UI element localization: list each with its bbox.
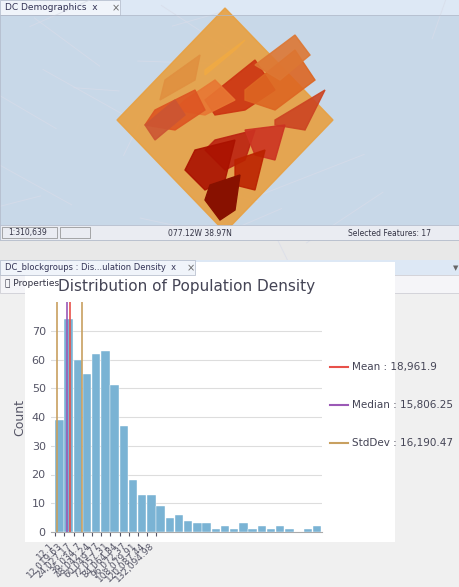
Bar [312,527,320,532]
Bar [0,260,459,275]
Bar [303,529,311,532]
Bar [165,518,174,532]
Bar [248,529,256,532]
Polygon shape [205,130,254,170]
Text: ×: × [187,263,195,273]
Bar [60,227,90,238]
Bar [211,529,219,532]
Polygon shape [235,150,264,190]
Bar [275,527,284,532]
Bar [110,386,118,532]
Bar [83,374,91,532]
Bar [0,15,459,240]
Polygon shape [145,100,185,140]
Polygon shape [245,50,314,110]
Text: StdDev : 16,190.47: StdDev : 16,190.47 [351,438,452,448]
Bar [156,506,164,532]
Text: DC_blockgroups : Dis...ulation Density  x: DC_blockgroups : Dis...ulation Density x [5,264,176,272]
Bar [220,527,229,532]
Text: 1:310,639: 1:310,639 [8,228,47,238]
Bar [2,227,57,238]
Text: Selected Features: 17: Selected Features: 17 [348,228,431,238]
Bar [174,515,183,532]
Polygon shape [205,40,245,75]
Bar [184,521,192,532]
Bar [0,0,459,15]
Bar [266,529,274,532]
Text: 077.12W 38.97N: 077.12W 38.97N [168,228,231,238]
Bar [239,524,247,532]
Bar [25,262,394,542]
Polygon shape [174,80,235,115]
Bar [285,529,293,532]
Bar [257,527,265,532]
Bar [119,426,128,532]
Text: ▼: ▼ [452,265,457,271]
Text: Mean : 18,961.9: Mean : 18,961.9 [351,362,436,372]
Y-axis label: Count: Count [13,399,26,436]
Polygon shape [254,35,309,80]
Text: 🗒 Properties: 🗒 Properties [5,279,59,288]
Bar [0,260,195,275]
Polygon shape [245,125,285,160]
Polygon shape [205,60,274,115]
Text: ×: × [112,3,120,13]
Bar [129,480,137,532]
Bar [202,524,210,532]
Bar [230,529,238,532]
Bar [64,319,73,532]
Bar [193,524,201,532]
Polygon shape [274,90,325,130]
Title: Distribution of Population Density: Distribution of Population Density [58,279,314,294]
Bar [0,275,459,293]
Polygon shape [117,8,332,232]
Bar [138,495,146,532]
Polygon shape [205,175,240,220]
Text: DC Demographics  x: DC Demographics x [5,4,97,12]
Bar [0,15,459,240]
Bar [147,495,155,532]
Text: Median : 15,806.25: Median : 15,806.25 [351,400,452,410]
Bar [0,225,459,240]
Polygon shape [145,90,205,130]
Bar [92,354,100,532]
Bar [73,359,82,532]
Bar [55,420,63,532]
Bar [0,0,120,15]
Polygon shape [185,140,235,190]
Polygon shape [160,55,200,100]
Bar [101,351,109,532]
